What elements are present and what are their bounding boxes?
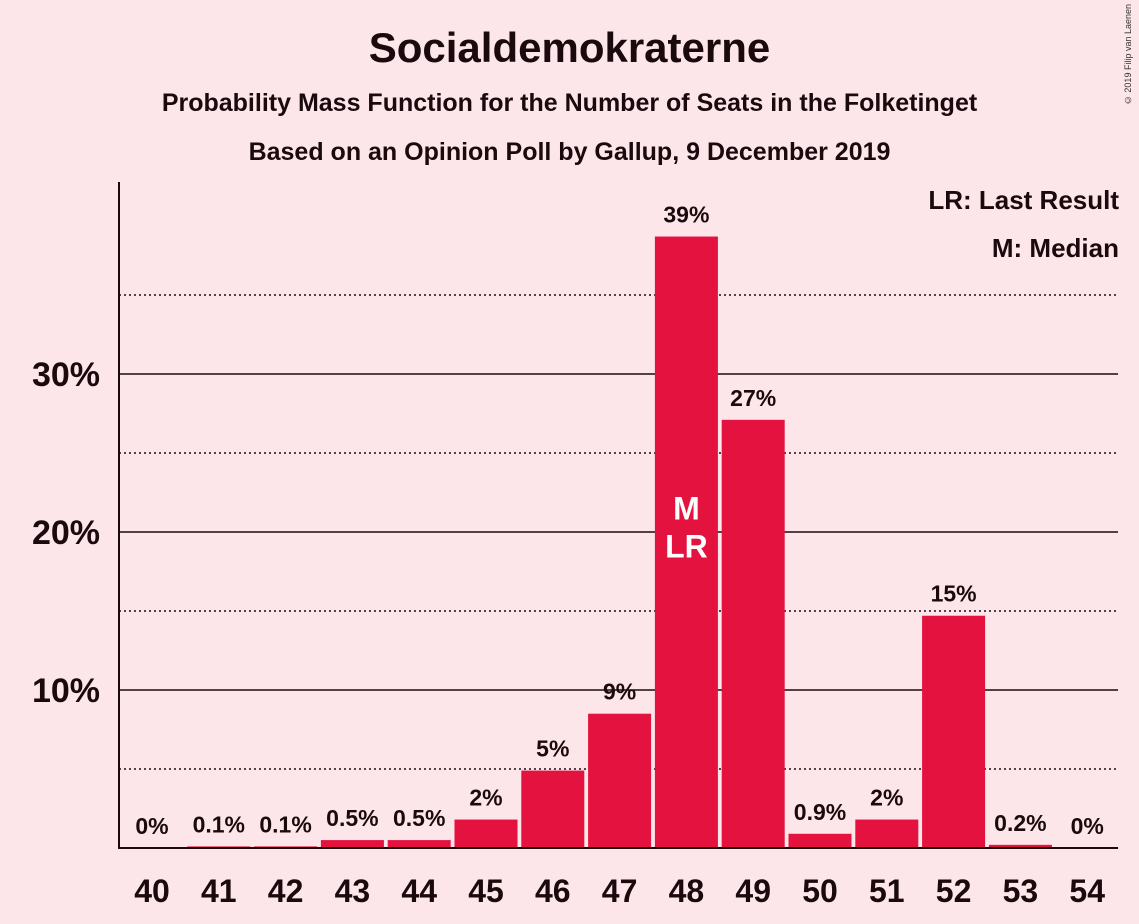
- y-tick-label: 10%: [32, 672, 100, 710]
- bar: [320, 840, 384, 848]
- x-tick-label: 45: [468, 873, 504, 909]
- data-label: 0%: [135, 813, 168, 839]
- data-label: 39%: [663, 202, 709, 228]
- y-tick-label: 20%: [32, 514, 100, 552]
- x-tick-label: 48: [669, 873, 705, 909]
- x-tick-label: 46: [535, 873, 571, 909]
- data-label: 15%: [931, 581, 977, 607]
- data-label: 5%: [536, 736, 569, 762]
- data-label: 27%: [730, 385, 776, 411]
- x-tick-label: 43: [335, 873, 371, 909]
- x-tick-label: 52: [936, 873, 972, 909]
- data-label: 0.5%: [326, 805, 378, 831]
- median-marker: M: [673, 490, 700, 526]
- bar: [922, 615, 986, 848]
- chart-subtitle-poll: Based on an Opinion Poll by Gallup, 9 De…: [248, 138, 891, 166]
- data-label: 0.2%: [994, 810, 1046, 836]
- legend-median: M: Median: [991, 233, 1119, 263]
- bar: [387, 840, 451, 848]
- x-tick-label: 47: [602, 873, 638, 909]
- data-label: 9%: [603, 679, 636, 705]
- data-label: 0.5%: [393, 805, 445, 831]
- x-tick-label: 40: [134, 873, 170, 909]
- bar: [721, 419, 785, 848]
- bar: [654, 236, 718, 849]
- bar: [521, 770, 585, 848]
- data-label: 2%: [870, 785, 903, 811]
- x-tick-label: 53: [1003, 873, 1039, 909]
- data-label: 0.9%: [794, 799, 846, 825]
- bar: [454, 819, 518, 848]
- x-tick-label: 49: [735, 873, 771, 909]
- x-tick-label: 44: [401, 873, 437, 909]
- data-label: 2%: [469, 785, 502, 811]
- data-label: 0.1%: [259, 811, 311, 837]
- last-result-marker: LR: [665, 528, 708, 564]
- chart-title: Socialdemokraterne: [368, 24, 771, 71]
- data-label: 0%: [1071, 813, 1104, 839]
- bar: [855, 819, 919, 848]
- chart-subtitle: Probability Mass Function for the Number…: [161, 89, 978, 117]
- bar: [988, 844, 1052, 848]
- y-tick-label: 30%: [32, 356, 100, 394]
- legend-last-result: LR: Last Result: [928, 185, 1119, 215]
- x-tick-label: 51: [869, 873, 905, 909]
- data-label: 0.1%: [193, 811, 245, 837]
- x-tick-label: 50: [802, 873, 838, 909]
- bar: [588, 713, 652, 848]
- x-tick-label: 42: [268, 873, 304, 909]
- x-tick-label: 54: [1069, 873, 1105, 909]
- x-tick-label: 41: [201, 873, 237, 909]
- bar: [788, 833, 852, 848]
